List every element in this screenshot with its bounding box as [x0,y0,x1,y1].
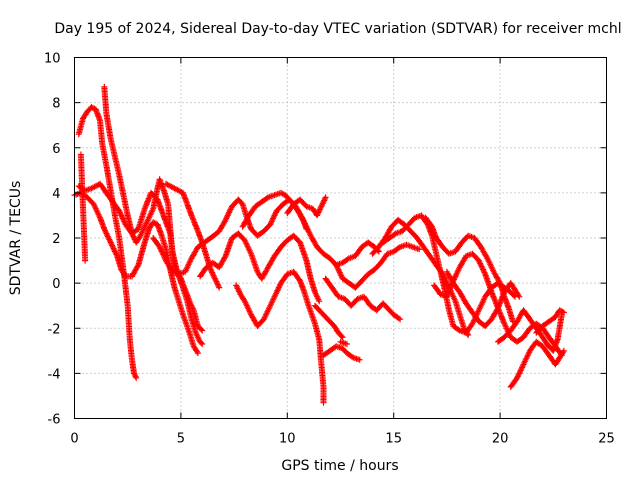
y-tick-label: 6 [52,142,60,157]
y-tick-label: 4 [52,187,60,202]
data-marks [337,338,350,347]
data-layer [71,83,567,406]
data-series-arc-20 [443,268,523,329]
data-marks [233,268,327,406]
x-axis-title: GPS time / hours [281,458,398,474]
data-series-arc-21 [495,307,565,354]
data-marks [197,230,323,305]
y-tick-label: 8 [52,97,60,112]
data-series-arc-9 [239,189,382,269]
y-tick-label: -4 [48,367,61,382]
y-tick-label: -6 [48,413,61,428]
y-tick-label: -2 [48,322,61,337]
data-marks [239,189,382,269]
x-tick-label: 10 [279,432,296,447]
x-tick-label: 5 [177,432,185,447]
x-tick-label: 0 [70,432,78,447]
x-tick-label: 15 [385,432,402,447]
data-marks [284,194,329,219]
data-series-arc-18 [422,214,516,325]
x-tick-label: 25 [598,432,615,447]
y-tick-label: 10 [44,52,61,67]
data-marks [77,151,89,264]
data-series-arc-22 [507,338,567,390]
data-marks [322,275,404,323]
chart-title: Day 195 of 2024, Sidereal Day-to-day VTE… [54,21,621,37]
data-series-arc-8 [233,268,327,406]
data-marks [163,180,223,291]
data-series-arc-11 [312,302,346,341]
data-series-arc-5 [163,180,223,291]
data-marks [422,214,516,325]
tick-layer: 0 5 10 15 20 25 -6 -4 -2 0 2 4 6 8 10 [44,52,615,447]
data-series-arc-7 [197,230,323,305]
y-tick-label: 0 [52,277,60,292]
data-series-arc-23 [533,307,567,336]
data-series-arc-24 [77,151,89,264]
data-series-arc-14 [322,275,404,323]
x-tick-label: 20 [492,432,509,447]
data-series-arc-12 [320,343,363,363]
data-series-arc-15 [333,241,423,291]
data-marks [507,338,567,390]
data-marks [533,307,567,336]
data-marks [312,302,346,341]
data-marks [443,268,523,329]
data-marks [320,343,363,363]
data-marks [333,241,423,291]
y-axis-title: SDTVAR / TECUs [8,181,24,296]
y-tick-label: 2 [52,232,60,247]
data-series-arc-10 [284,194,329,219]
data-series-arc-13 [337,338,350,347]
data-marks [495,307,565,354]
